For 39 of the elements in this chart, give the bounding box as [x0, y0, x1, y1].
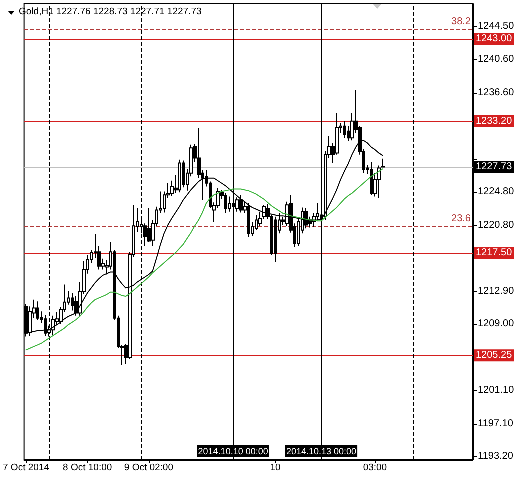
x-tick-label: 03:00	[363, 462, 388, 474]
candlestick	[239, 194, 243, 214]
annotation: 38.2	[452, 16, 472, 28]
x-tick-label: 8 Oct 10:00	[63, 462, 112, 474]
candlestick	[36, 301, 39, 321]
y-tick-label: 1220.80	[478, 220, 515, 231]
y-tick-label: 1240.60	[478, 54, 515, 65]
y-tick-label: 1193.20	[478, 451, 514, 462]
annotation: 2014.10.10 00:00	[198, 446, 268, 456]
candlestick	[228, 196, 231, 212]
candlestick	[370, 162, 373, 196]
y-tick-label: 1244.50	[478, 21, 515, 32]
annotation: 2014.10.13 00:00	[286, 446, 357, 456]
y-tick-label: 1197.10	[478, 418, 514, 430]
candlestick	[247, 203, 250, 238]
x-tick-label: 10	[270, 462, 281, 474]
ref-line-label: 1205.25	[476, 350, 513, 362]
x-tick-label: 7 Oct 2014	[2, 462, 50, 474]
candlestick	[274, 216, 277, 263]
ref-line-label: 1227.73	[476, 162, 513, 173]
y-tick-label: 1209.00	[478, 318, 515, 330]
y-tick-label: 1201.10	[478, 384, 515, 396]
x-tick-label: 9 Oct 02:00	[124, 462, 174, 474]
y-tick-label: 1212.90	[478, 286, 515, 298]
candlestick	[304, 208, 308, 230]
y-tick-label: 1236.60	[478, 87, 515, 98]
line-series	[26, 168, 384, 351]
candlestick	[343, 120, 346, 139]
candlestick	[377, 165, 381, 199]
y-tick-label: 1224.80	[478, 186, 515, 198]
candlestick	[381, 158, 385, 168]
ref-line-label: 1217.50	[476, 247, 513, 258]
candlestick	[178, 159, 181, 194]
candlestick	[182, 160, 185, 188]
candlestick	[147, 208, 151, 243]
candlestick	[224, 192, 227, 214]
ref-line-label: 1233.20	[476, 116, 513, 127]
annotation: 23.6	[452, 214, 472, 225]
ref-line-label: 1243.00	[476, 34, 513, 45]
